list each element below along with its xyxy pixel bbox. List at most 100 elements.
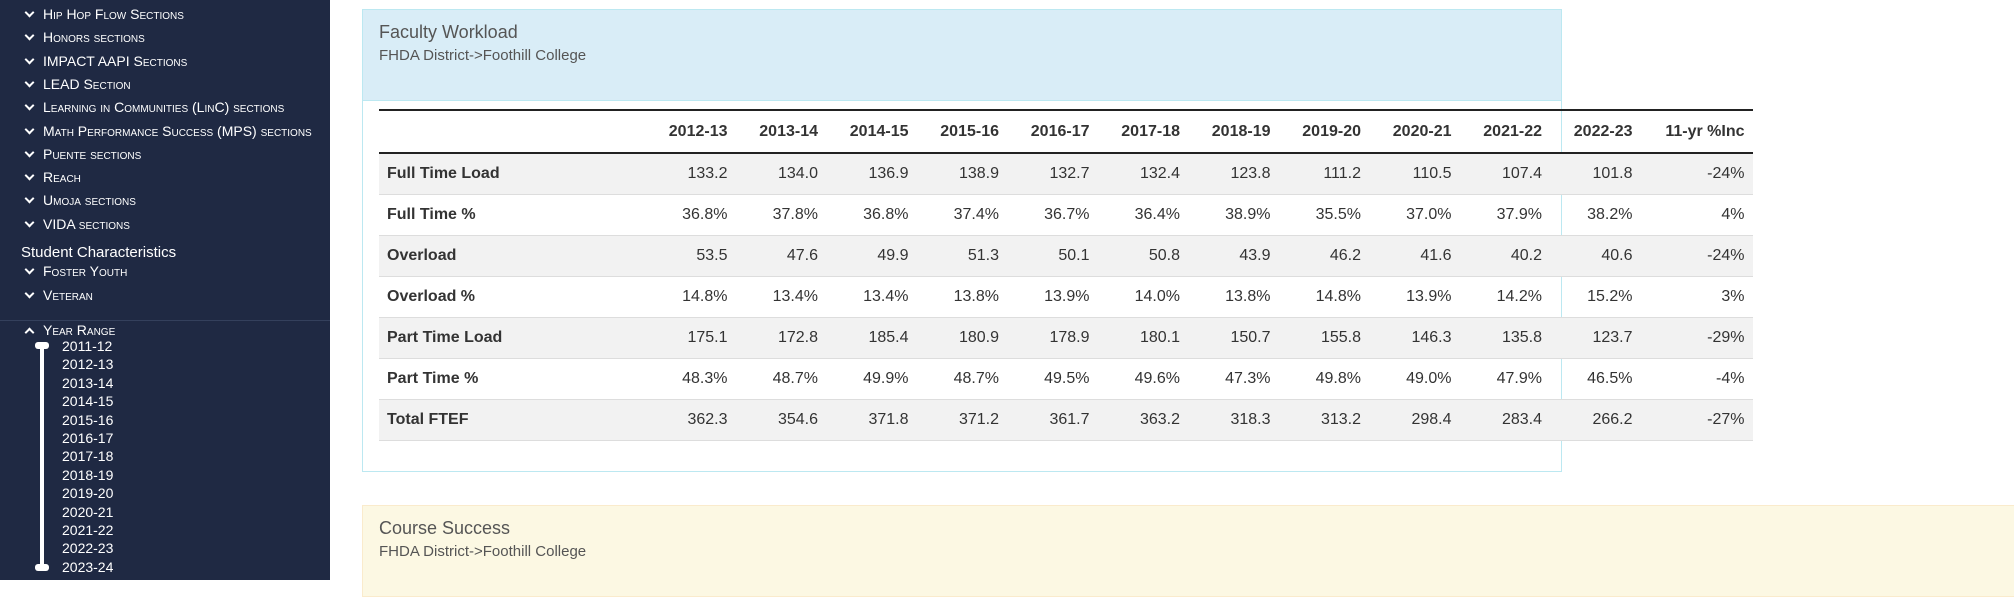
table-cell: 133.2 [645,153,736,195]
sidebar-item[interactable]: Hip Hop Flow Sections [24,6,184,22]
column-header: 2014-15 [826,110,917,153]
table-cell: 363.2 [1098,400,1189,441]
table-cell: -4% [1641,359,1753,400]
table-cell: 49.5% [1007,359,1098,400]
year-option[interactable]: 2021-22 [62,522,113,538]
table-cell: 371.8 [826,400,917,441]
table-cell: 123.8 [1188,153,1279,195]
year-option[interactable]: 2017-18 [62,448,113,464]
table-cell: 155.8 [1279,318,1370,359]
panel: Course Success FHDA District->Foothill C… [362,505,2014,597]
table-cell: 14.0% [1098,277,1189,318]
year-option[interactable]: 2020-21 [62,504,113,520]
table-cell: 37.0% [1369,195,1460,236]
row-label: Total FTEF [379,400,645,441]
column-header [379,110,645,153]
year-option[interactable]: 2015-16 [62,412,113,428]
table-cell: 361.7 [1007,400,1098,441]
sidebar-item[interactable]: Math Performance Success (MPS) sections [24,123,312,139]
year-option[interactable]: 2014-15 [62,393,113,409]
table-cell: -29% [1641,318,1753,359]
table-row: Full Time %36.8%37.8%36.8%37.4%36.7%36.4… [379,195,1753,236]
table-cell: 371.2 [917,400,1008,441]
year-option[interactable]: 2022-23 [62,540,113,556]
table-cell: 4% [1641,195,1753,236]
table-cell: 132.4 [1098,153,1189,195]
table-cell: 136.9 [826,153,917,195]
table-cell: 146.3 [1369,318,1460,359]
column-header: 2022-23 [1550,110,1641,153]
year-option[interactable]: 2012-13 [62,356,113,372]
table-cell: 283.4 [1460,400,1551,441]
table-cell: 14.2% [1460,277,1551,318]
range-handle[interactable] [35,342,49,349]
panel-header: Faculty Workload FHDA District->Foothill… [363,10,1561,101]
table-cell: 185.4 [826,318,917,359]
column-header: 2017-18 [1098,110,1189,153]
table-cell: 37.8% [736,195,827,236]
sidebar-item[interactable]: Puente sections [24,146,141,162]
table-cell: 50.1 [1007,236,1098,277]
sidebar-item[interactable]: Veteran [24,287,93,303]
row-label: Overload [379,236,645,277]
table-cell: 298.4 [1369,400,1460,441]
table-cell: 37.9% [1460,195,1551,236]
table-cell: 13.4% [736,277,827,318]
column-header: 2012-13 [645,110,736,153]
table-cell: -27% [1641,400,1753,441]
panel-subtitle: FHDA District->Foothill College [379,543,586,560]
panel-title: Faculty Workload [379,22,518,43]
sidebar-item[interactable]: VIDA sections [24,216,130,232]
table-cell: 138.9 [917,153,1008,195]
column-header: 2021-22 [1460,110,1551,153]
sidebar-item[interactable]: Foster Youth [24,263,127,279]
column-header: 11-yr %Inc [1641,110,1753,153]
year-range-toggle[interactable]: Year Range [24,322,115,338]
table-cell: 47.6 [736,236,827,277]
column-header: 2020-21 [1369,110,1460,153]
table-cell: 51.3 [917,236,1008,277]
page: Hip Hop Flow Sections Honors sections IMPA… [0,0,2014,580]
main-content: Faculty Workload FHDA District->Foothill… [330,0,2014,580]
year-option[interactable]: 2011-12 [62,338,112,354]
column-header: 2018-19 [1188,110,1279,153]
table-cell: 13.9% [1007,277,1098,318]
table-cell: 111.2 [1279,153,1370,195]
sidebar-item[interactable]: Umoja sections [24,192,136,208]
range-handle[interactable] [35,564,49,571]
table-cell: 110.5 [1369,153,1460,195]
year-option[interactable]: 2013-14 [62,375,113,391]
table-row: Part Time %48.3%48.7%49.9%48.7%49.5%49.6… [379,359,1753,400]
table-cell: 49.8% [1279,359,1370,400]
year-option[interactable]: 2018-19 [62,467,113,483]
table-cell: 15.2% [1550,277,1641,318]
column-header: 2015-16 [917,110,1008,153]
column-header: 2013-14 [736,110,827,153]
sidebar-item[interactable]: Reach [24,169,81,185]
sidebar-item[interactable]: Honors sections [24,29,145,45]
year-option[interactable]: 2023-24 [62,559,113,575]
year-option[interactable]: 2016-17 [62,430,113,446]
column-header: 2019-20 [1279,110,1370,153]
table-cell: 36.8% [645,195,736,236]
table-cell: 14.8% [1279,277,1370,318]
table-cell: 13.9% [1369,277,1460,318]
table-cell: 36.8% [826,195,917,236]
table-cell: 172.8 [736,318,827,359]
table-cell: 50.8 [1098,236,1189,277]
table-cell: 13.4% [826,277,917,318]
table-cell: 40.6 [1550,236,1641,277]
sidebar-item[interactable]: Learning in Communities (LinC) sections [24,99,284,115]
sidebar-item[interactable]: LEAD Section [24,76,131,92]
table-cell: 362.3 [645,400,736,441]
row-label: Full Time Load [379,153,645,195]
year-option[interactable]: 2019-20 [62,485,113,501]
table-cell: 36.7% [1007,195,1098,236]
sidebar-item[interactable]: IMPACT AAPI Sections [24,53,187,69]
table-cell: -24% [1641,153,1753,195]
